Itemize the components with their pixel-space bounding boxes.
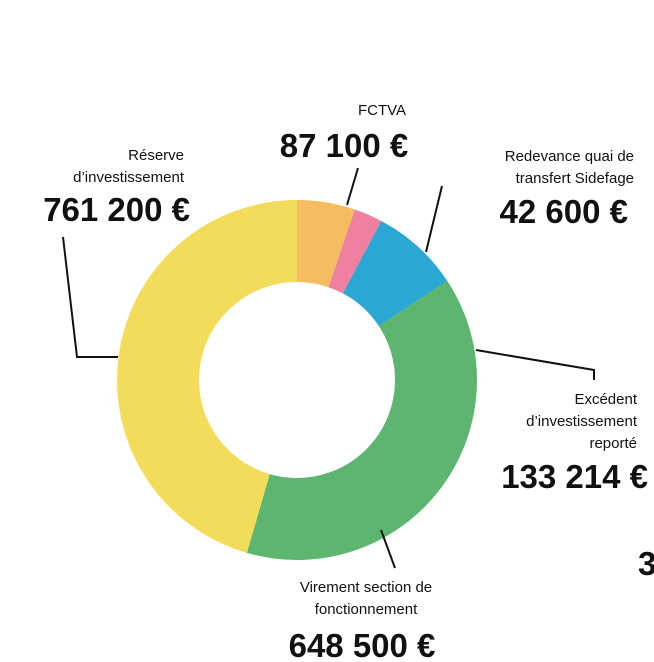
category-label: Excédent d’investissement reporté [526,391,637,452]
category-label: FCTVA [357,102,407,119]
category-label: Réserve d’investissement [73,147,184,186]
value-label: 87 100 € [279,127,409,164]
donut-slice [342,220,448,327]
leader-line [346,167,359,206]
leader-line [425,185,443,253]
donut-slice [328,209,382,294]
leader-line [475,349,595,380]
category-label: Redevance quai de transfert Sidefage [504,148,634,187]
leader-line [380,529,396,569]
value-label: 761 200 € [43,191,190,228]
donut-slice [117,200,297,553]
leader-line [62,236,118,358]
value-label: 133 214 € [501,458,648,495]
partial-text: 3 [638,545,654,582]
value-label: 42 600 € [499,193,628,230]
donut-slice [246,280,477,560]
donut-slice [297,200,355,288]
value-label: 648 500 € [288,627,436,662]
category-label: Virement section de fonctionnement [299,579,433,618]
